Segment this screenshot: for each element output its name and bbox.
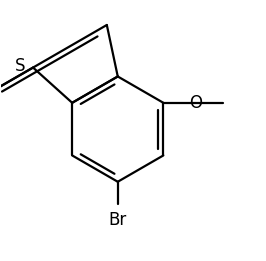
Text: O: O xyxy=(189,93,202,111)
Text: S: S xyxy=(15,57,26,75)
Text: Br: Br xyxy=(109,211,127,229)
